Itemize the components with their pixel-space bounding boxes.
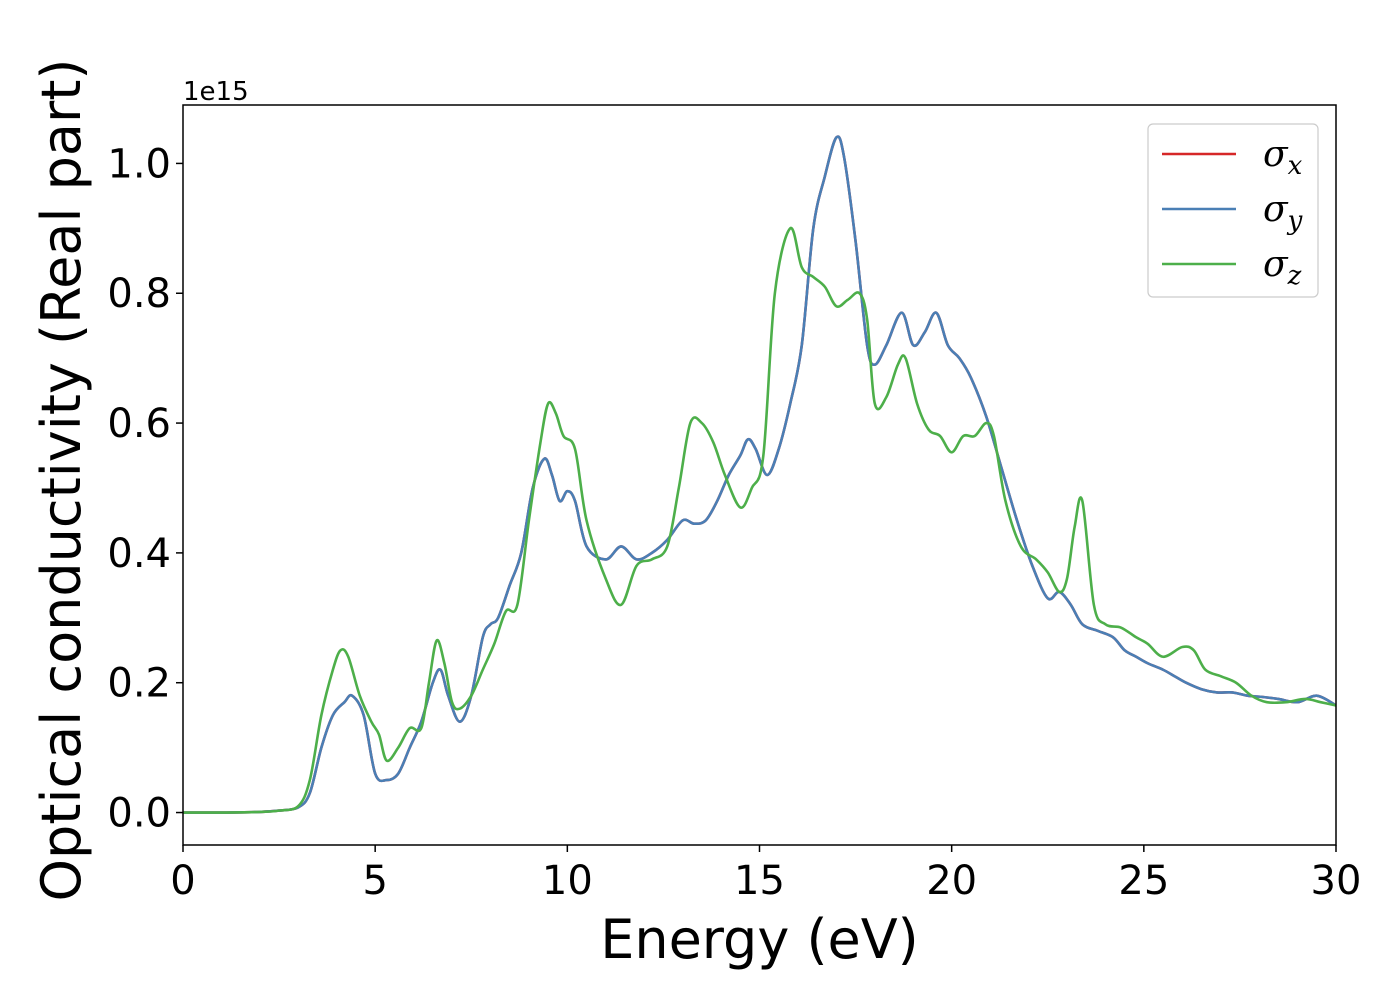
y-tick-label: 1.0 bbox=[107, 141, 171, 187]
x-tick-label: 10 bbox=[542, 858, 593, 904]
legend: σx σy σz bbox=[1147, 123, 1319, 298]
x-tick-label: 0 bbox=[170, 858, 195, 904]
x-tick-label: 30 bbox=[1311, 858, 1362, 904]
x-tick-label: 5 bbox=[362, 858, 387, 904]
y-tick-label: 0.6 bbox=[107, 401, 171, 447]
y-tick-label: 0.2 bbox=[107, 661, 171, 707]
x-tick-label: 15 bbox=[734, 858, 785, 904]
y-axis-offset-label: 1e15 bbox=[183, 77, 249, 107]
series-line-z bbox=[183, 227, 1336, 814]
x-tick-label: 25 bbox=[1118, 858, 1169, 904]
y-tick-label: 0.4 bbox=[107, 531, 171, 577]
y-axis-ticks: 0.0 0.2 0.4 0.6 0.8 1.0 bbox=[107, 141, 183, 837]
x-axis-label: Energy (eV) bbox=[600, 908, 919, 971]
series-line-y bbox=[183, 135, 1336, 814]
legend-label-x: σx bbox=[1263, 134, 1303, 181]
x-tick-label: 20 bbox=[926, 858, 977, 904]
legend-label-y: σy bbox=[1263, 189, 1303, 236]
legend-box bbox=[1147, 123, 1319, 298]
y-tick-label: 0.8 bbox=[107, 271, 171, 317]
y-tick-label: 0.0 bbox=[107, 791, 171, 837]
x-axis-ticks: 0 5 10 15 20 25 30 bbox=[170, 845, 1361, 904]
legend-label-z: σz bbox=[1263, 244, 1302, 291]
plot-lines bbox=[183, 135, 1336, 814]
y-axis-label: Optical conductivity (Real part) bbox=[30, 59, 93, 902]
